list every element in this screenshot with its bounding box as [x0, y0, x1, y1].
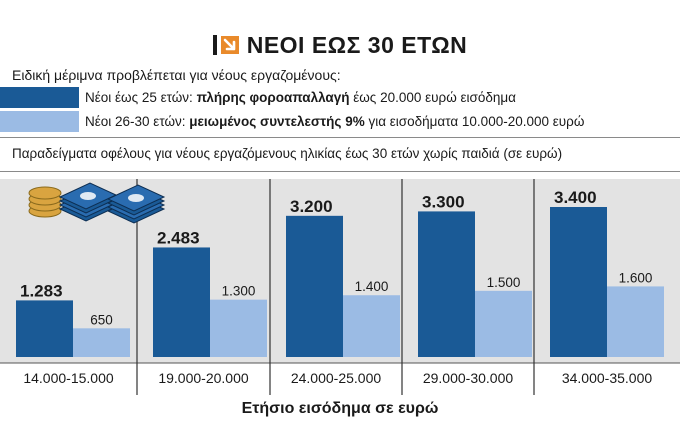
legend-swatch-light [0, 111, 79, 132]
legend-item-26-30: Νέοι 26-30 ετών: μειωμένος συντελεστής 9… [0, 111, 584, 132]
separator-line [0, 137, 680, 138]
bar-26-30 [607, 286, 664, 357]
bar-under-25 [418, 211, 475, 357]
data-label-26-30: 1.500 [487, 275, 521, 290]
coins-and-banknotes-icon [28, 182, 166, 224]
bar-26-30 [343, 295, 400, 357]
bar-under-25 [153, 247, 210, 357]
title-bar-decoration [212, 35, 217, 55]
data-label-under-25: 3.400 [554, 188, 597, 207]
x-tick-label: 34.000-35.000 [562, 370, 653, 386]
x-tick-label: 29.000-30.000 [423, 370, 514, 386]
bar-under-25 [16, 300, 73, 357]
bar-under-25 [286, 215, 343, 357]
intro-text: Ειδική μέριμνα προβλέπεται για νέους εργ… [12, 67, 341, 83]
page-title: ΝΕΟΙ ΕΩΣ 30 ΕΤΩΝ [0, 30, 680, 60]
data-label-under-25: 3.300 [422, 192, 465, 211]
bar-26-30 [73, 328, 130, 357]
bar-26-30 [210, 299, 267, 357]
separator-line [0, 171, 680, 172]
data-label-under-25: 1.283 [20, 281, 63, 300]
data-label-under-25: 3.200 [290, 197, 333, 216]
data-label-26-30: 1.600 [619, 270, 653, 285]
bar-26-30 [475, 290, 532, 357]
legend-label: Νέοι έως 25 ετών: πλήρης φοροαπαλλαγή έω… [85, 90, 516, 105]
legend-swatch-dark [0, 87, 79, 108]
x-axis-title: Ετήσιο εισόδημα σε ευρώ [241, 400, 439, 417]
arrow-down-right-icon [220, 36, 239, 54]
bar-under-25 [550, 207, 607, 357]
x-tick-label: 24.000-25.000 [291, 370, 382, 386]
legend-label: Νέοι 26-30 ετών: μειωμένος συντελεστής 9… [85, 114, 585, 129]
data-label-26-30: 650 [90, 312, 113, 327]
data-label-26-30: 1.400 [355, 279, 389, 294]
x-tick-label: 19.000-20.000 [158, 370, 249, 386]
bar-chart: 1.283 650 14.000-15.000 2.483 1.300 19.000-20… [0, 179, 680, 395]
data-label-26-30: 1.300 [222, 284, 256, 299]
title-text: ΝΕΟΙ ΕΩΣ 30 ΕΤΩΝ [246, 31, 468, 58]
legend-item-under-25: Νέοι έως 25 ετών: πλήρης φοροαπαλλαγή έω… [0, 87, 516, 108]
x-tick-label: 14.000-15.000 [23, 370, 114, 386]
data-label-under-25: 2.483 [157, 228, 200, 247]
chart-subtitle: Παραδείγματα οφέλους για νέους εργαζόμεν… [12, 146, 563, 161]
